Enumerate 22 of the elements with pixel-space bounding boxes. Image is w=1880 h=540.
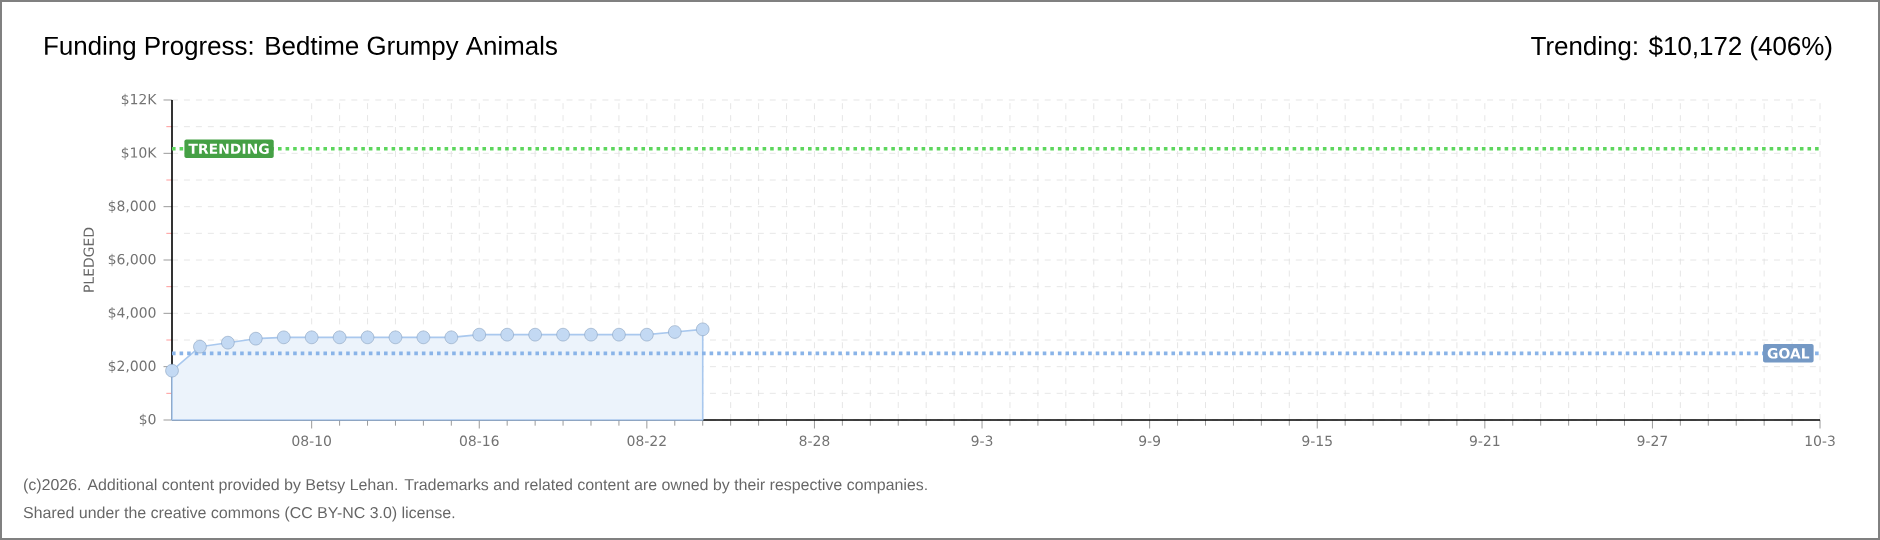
point — [221, 335, 235, 350]
chart-subtitle: Trending: $10,172 (406%) — [1531, 35, 1832, 61]
point — [556, 327, 570, 342]
point — [165, 363, 179, 378]
point — [500, 327, 514, 342]
point — [360, 330, 375, 345]
point — [612, 327, 626, 342]
point — [332, 330, 347, 345]
point — [444, 330, 458, 345]
chart-title: Funding Progress: Bedtime Grumpy Animals — [45, 35, 557, 61]
point — [193, 339, 207, 354]
point — [668, 325, 682, 339]
point — [416, 330, 431, 345]
point — [584, 327, 598, 342]
point — [640, 327, 654, 342]
point — [528, 327, 542, 342]
point — [696, 322, 710, 337]
point — [249, 331, 263, 346]
point — [277, 330, 291, 345]
point — [472, 327, 486, 342]
point — [388, 330, 403, 345]
point — [304, 330, 319, 345]
